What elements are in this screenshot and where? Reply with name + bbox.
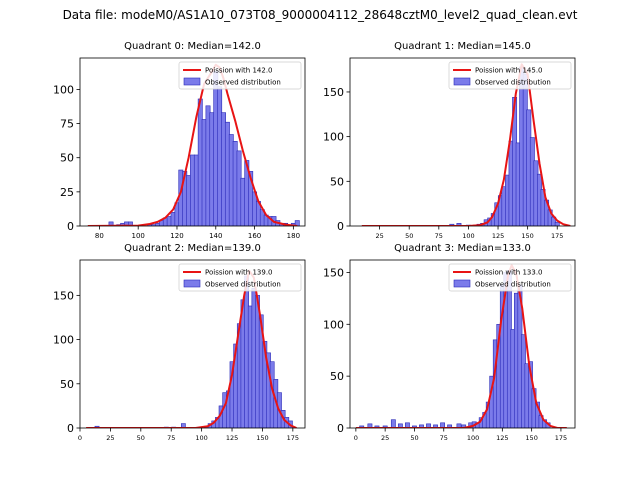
x-tick-label: 180 (287, 232, 300, 240)
x-tick-label: 50 (405, 232, 413, 240)
histogram-bar (440, 422, 445, 428)
legend-label-poisson: Poission with 142.0 (205, 67, 273, 75)
axes-frame (349, 57, 576, 227)
y-tick-label: 0 (67, 422, 74, 435)
y-tick-label: 150 (323, 266, 344, 279)
x-tick-label: 120 (170, 232, 183, 240)
legend-label-poisson: Poission with 133.0 (475, 269, 543, 277)
legend: Poission with 142.0 Observed distribution (178, 61, 302, 90)
legend-bar-swatch (453, 279, 471, 288)
histogram-bar (456, 223, 462, 226)
subplot-title: Quadrant 0: Median=142.0 (124, 41, 261, 52)
axes-frame (79, 259, 306, 429)
legend: Poission with 139.0 Observed distribution (178, 263, 302, 292)
figure-title: Data file: modeM0/AS1A10_073T08_90000041… (62, 8, 578, 22)
x-tick-label: 125 (492, 232, 504, 240)
subplot-title: Quadrant 2: Median=139.0 (124, 243, 261, 254)
y-tick-label: 0 (67, 220, 74, 233)
y-tick-label: 75 (60, 118, 74, 131)
y-tick-label: 100 (53, 83, 74, 96)
plot-area (86, 269, 297, 428)
x-tick-label: 25 (106, 434, 114, 442)
legend: Poission with 133.0 Observed distribution (448, 263, 572, 292)
legend-bar-swatch (183, 279, 201, 288)
x-tick-label: 125 (226, 434, 238, 442)
x-tick-label: 100 (132, 232, 145, 240)
axes-frame (79, 57, 306, 227)
histogram-bar (294, 220, 300, 226)
subplot-title: Quadrant 1: Median=145.0 (394, 41, 531, 52)
y-tick-label: 100 (323, 131, 344, 144)
subplot-title: Quadrant 3: Median=133.0 (394, 243, 531, 254)
x-tick-label: 175 (287, 434, 299, 442)
x-tick-label: 100 (462, 232, 474, 240)
x-tick-label: 25 (375, 232, 383, 240)
y-tick-label: 100 (53, 334, 74, 347)
x-tick-label: 140 (209, 232, 222, 240)
y-tick-label: 150 (53, 289, 74, 302)
x-tick-label: 100 (195, 434, 207, 442)
histogram-bar (405, 422, 410, 428)
plot-area (361, 63, 571, 226)
axes-frame (349, 259, 576, 429)
legend: Poission with 145.0 Observed distribution (448, 61, 572, 90)
legend-frame (178, 61, 302, 90)
y-tick-label: 50 (60, 378, 74, 391)
plot-area (87, 63, 300, 226)
y-tick-label: 50 (330, 175, 344, 188)
subplot-0: Quadrant 0: Median=142.0 80 100 120 140 160 18… (53, 41, 306, 240)
legend-label-observed: Observed distribution (205, 79, 281, 87)
histogram-bar (359, 425, 365, 428)
y-tick-label: 50 (330, 370, 344, 383)
legend-frame (178, 263, 302, 292)
x-tick-label: 150 (256, 434, 268, 442)
histogram-bar (412, 425, 417, 428)
histogram-bar (390, 419, 396, 428)
subplot-3: Quadrant 3: Median=133.0 0 25 50 75 100 125 150… (323, 243, 576, 442)
x-tick-label: 50 (410, 434, 418, 442)
subplot-2: Quadrant 2: Median=139.0 0 25 50 75 100 125 150… (53, 243, 306, 442)
legend-bar-swatch (453, 77, 471, 86)
x-tick-label: 0 (354, 434, 358, 442)
legend-frame (448, 61, 572, 90)
x-tick-label: 0 (78, 434, 82, 442)
x-tick-label: 150 (525, 434, 537, 442)
x-tick-label: 150 (521, 232, 533, 240)
x-tick-label: 80 (95, 232, 104, 240)
x-tick-label: 160 (248, 232, 261, 240)
x-tick-label: 75 (435, 232, 443, 240)
histogram-bar (382, 425, 388, 428)
legend-label-observed: Observed distribution (205, 281, 281, 289)
x-tick-label: 75 (440, 434, 448, 442)
x-tick-label: 50 (137, 434, 145, 442)
histogram-bar (554, 222, 560, 226)
x-tick-label: 175 (555, 434, 567, 442)
legend-bar-swatch (183, 77, 201, 86)
x-tick-label: 75 (167, 434, 175, 442)
y-tick-label: 50 (60, 152, 74, 165)
legend-label-poisson: Poission with 139.0 (205, 269, 273, 277)
y-tick-label: 0 (337, 220, 344, 233)
x-tick-label: 100 (467, 434, 479, 442)
y-tick-label: 0 (337, 422, 344, 435)
legend-frame (448, 263, 572, 292)
legend-label-observed: Observed distribution (475, 79, 551, 87)
x-tick-label: 25 (381, 434, 389, 442)
subplot-1: Quadrant 1: Median=145.0 25 50 75 100 125 150 1… (323, 41, 576, 240)
histogram-bar (181, 423, 186, 428)
histogram-bar (374, 425, 380, 428)
x-tick-label: 125 (496, 434, 508, 442)
legend-label-poisson: Poission with 145.0 (475, 67, 543, 75)
y-tick-label: 25 (60, 186, 74, 199)
legend-label-observed: Observed distribution (475, 281, 551, 289)
y-tick-label: 100 (323, 318, 344, 331)
y-tick-label: 150 (323, 86, 344, 99)
x-tick-label: 175 (551, 232, 563, 240)
